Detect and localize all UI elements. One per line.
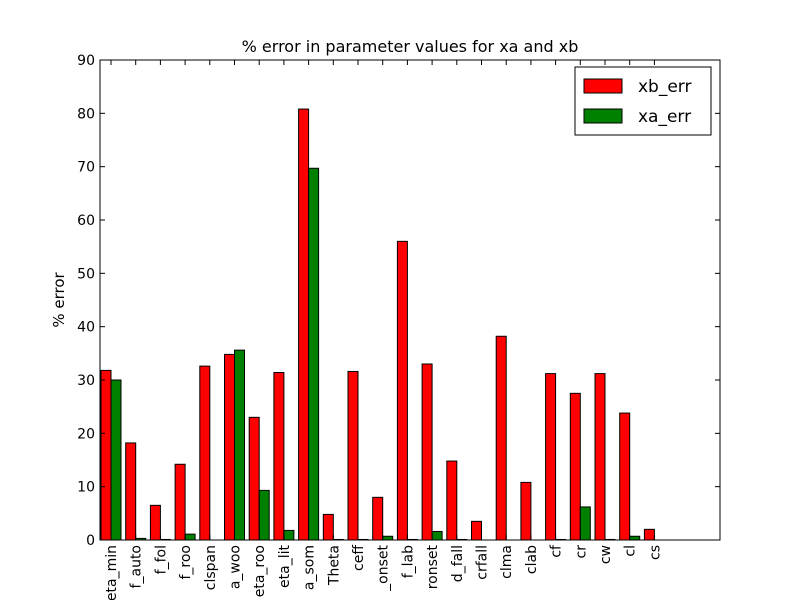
x-tick-label: cr (573, 545, 589, 559)
x-tick-label: f_fol (153, 545, 169, 574)
x-tick-label: eta_roo (252, 545, 268, 597)
x-tick-label: f_lab (400, 545, 416, 578)
x-tick-label: f_auto (129, 545, 145, 588)
bar-xb-err-clma (495, 335, 507, 541)
x-tick-label: eta_lit (277, 544, 293, 587)
x-tick-label: f_roo (178, 545, 194, 580)
bar-xb-err--onset (372, 496, 384, 541)
legend-box (574, 66, 712, 136)
y-axis-label: % error (50, 272, 68, 328)
bar-xb-err-theta (322, 513, 334, 541)
legend: xb_err xa_err (574, 66, 712, 136)
x-tick-label: _onset (376, 544, 392, 591)
chart-title: % error in parameter values for xa and x… (242, 37, 579, 56)
y-tick-label: 60 (77, 213, 95, 229)
bar-xb-err-f-lab (396, 240, 408, 541)
y-tick-label: 70 (77, 160, 95, 176)
bar-xa-err-cl (629, 535, 641, 541)
x-tick-label: ronset (425, 545, 441, 590)
legend-label-xb-err: xb_err (638, 77, 692, 97)
bar-xb-err-eta-roo (248, 416, 260, 541)
y-tick-label: 30 (77, 373, 95, 389)
bar-xb-err-ronset (421, 363, 433, 541)
bar-xa-err-eta-lit (283, 529, 295, 541)
bar-xb-err-eta-min (100, 369, 112, 541)
x-tick-label: a_woo (228, 545, 244, 589)
x-tick-label: Theta (326, 545, 342, 586)
bar-xb-err-cr (569, 392, 581, 541)
bar-xb-err-f-roo (174, 463, 186, 541)
bar-xa-err-eta-min (110, 379, 122, 541)
bar-xa-err-a-som (308, 167, 320, 541)
x-tick-label: cl (623, 545, 639, 557)
x-tick-label: eta_min (104, 545, 120, 600)
bar-xa-err--onset (382, 535, 394, 541)
y-tick-label: 50 (77, 266, 95, 282)
bar-xb-err-crfall (471, 520, 482, 541)
bar-xb-err-f-auto (125, 442, 137, 541)
x-tick-label: d_fall (450, 545, 466, 582)
bar-xa-err-cr (579, 506, 591, 541)
x-tick-label: crfall (475, 545, 491, 580)
x-tick-label: clspan (203, 545, 219, 590)
y-ticks: 0 10 20 30 40 50 60 70 80 90 (77, 53, 720, 549)
y-tick-label: 10 (77, 480, 95, 496)
bar-xb-err-cw (594, 373, 606, 541)
x-ticks: eta_min f_auto f_fol f_roo clspan a_woo eta_ro… (104, 60, 663, 600)
y-tick-label: 40 (77, 320, 95, 336)
bar-xb-err-eta-lit (273, 372, 285, 541)
bar-xb-err-clspan (199, 365, 211, 541)
bar-xa-err-ronset (431, 530, 443, 541)
y-tick-label: 90 (77, 53, 95, 69)
plot-frame (99, 59, 721, 541)
y-tick-label: 80 (77, 106, 95, 122)
bar-xb-err-f-fol (149, 504, 161, 541)
bar-xa-err-eta-roo (258, 489, 270, 541)
bar-xa-err-f-roo (184, 533, 196, 541)
bar-xb-err-cs (643, 528, 655, 541)
x-tick-label: cs (647, 545, 663, 560)
bar-xb-err-a-som (298, 108, 310, 541)
legend-label-xa-err: xa_err (638, 107, 691, 127)
x-tick-label: ceff (351, 545, 367, 571)
bar-xb-err-ceff (347, 370, 359, 541)
bar-xb-err-a-woo (224, 353, 235, 541)
legend-swatch-xa-err (583, 108, 623, 124)
bar-xa-err-a-woo (234, 349, 245, 541)
bar-xb-err-cl (619, 412, 631, 541)
y-tick-label: 0 (86, 533, 95, 549)
x-tick-label: cw (598, 545, 614, 564)
y-tick-label: 20 (77, 426, 95, 442)
x-tick-label: a_som (302, 545, 318, 590)
x-tick-label: clab (524, 545, 540, 574)
bar-xb-err-cf (545, 373, 557, 541)
bar-xb-err-clab (520, 481, 532, 541)
legend-swatch-xb-err (583, 78, 623, 94)
x-tick-label: clma (499, 545, 515, 579)
x-tick-label: cf (549, 544, 565, 558)
bars-group (100, 108, 655, 541)
bar-xb-err-d-fall (446, 460, 458, 541)
